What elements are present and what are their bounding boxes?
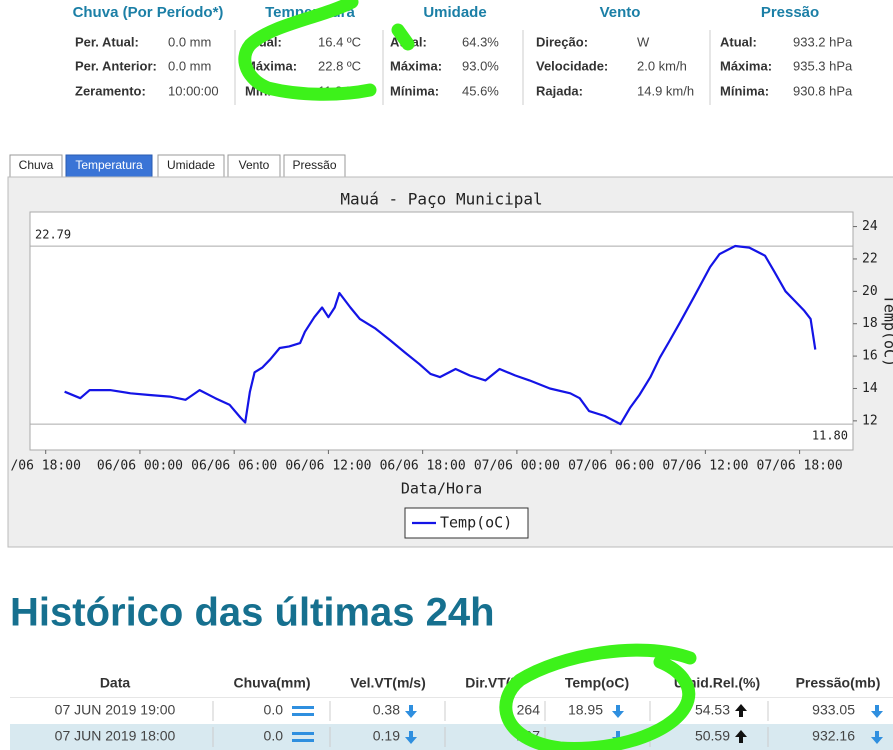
- table-cell: 07 JUN 2019 18:00: [55, 728, 176, 744]
- summary-label: Máxima:: [390, 58, 442, 73]
- y-tick-label: 14: [862, 381, 878, 396]
- summary-value: 935.3 hPa: [793, 58, 853, 73]
- x-tick-label: 06/06 12:00: [285, 459, 371, 474]
- summary-value: 45.6%: [462, 83, 499, 98]
- icon-down: [871, 705, 883, 718]
- summary-label: Velocidade:: [536, 58, 608, 73]
- chart-title: Mauá - Paço Municipal: [340, 190, 542, 209]
- column-header: Vel.VT(m/s): [350, 675, 425, 691]
- summary-value: 22.8 ºC: [318, 58, 361, 73]
- scribble: [391, 23, 415, 51]
- y-tick-label: 20: [862, 284, 878, 299]
- summary-label: Atual:: [720, 34, 757, 49]
- y-tick-label: 16: [862, 349, 878, 364]
- summary-value: 2.0 km/h: [637, 58, 687, 73]
- icon-up: [735, 730, 747, 743]
- summary-label: Mínima:: [390, 83, 439, 98]
- summary-label: Rajada:: [536, 83, 583, 98]
- table-cell: 932.16: [812, 728, 855, 744]
- summary-header: Pressão: [761, 4, 819, 21]
- table-cell: 07 JUN 2019 19:00: [55, 702, 176, 718]
- column-header: Temp(oC): [565, 675, 629, 691]
- x-tick-label: 07/06 00:00: [474, 459, 560, 474]
- summary-header: Chuva (Por Período*): [73, 4, 224, 21]
- table-cell: 0.0: [264, 728, 284, 744]
- icon-up: [735, 704, 747, 717]
- icon-down: [612, 705, 624, 718]
- table-cell: 18.95: [568, 702, 603, 718]
- summary-label: Máxima:: [720, 58, 772, 73]
- tab-label: Umidade: [167, 158, 215, 172]
- history-title: Histórico das últimas 24h: [10, 591, 495, 635]
- tab-label: Pressão: [292, 158, 336, 172]
- column-header: Data: [100, 675, 131, 691]
- tab-label: Chuva: [19, 158, 54, 172]
- y-tick-label: 22: [862, 251, 878, 266]
- icon-down: [871, 731, 883, 744]
- summary-label: Direção:: [536, 34, 588, 49]
- summary-value: 0.0 mm: [168, 58, 211, 73]
- table-cell: 0.19: [373, 728, 400, 744]
- tab-label: Temperatura: [75, 158, 143, 172]
- table-cell: 0.0: [264, 702, 284, 718]
- table-cell: 54.53: [695, 702, 730, 718]
- plot-area: [29, 211, 854, 451]
- series-line: [64, 244, 817, 426]
- summary-value: 64.3%: [462, 34, 499, 49]
- x-tick-label: 06/06 18:00: [380, 459, 466, 474]
- y-tick-label: 12: [862, 413, 878, 428]
- summary-value: 933.2 hPa: [793, 34, 853, 49]
- x-tick-label: /06 18:00: [10, 459, 80, 474]
- table-cell: 0.38: [373, 702, 400, 718]
- icon-equal: [292, 706, 314, 709]
- y-tick-label: 24: [862, 219, 878, 234]
- summary-value: 93.0%: [462, 58, 499, 73]
- scribble: [238, 0, 377, 101]
- summary-value: 16.4 ºC: [318, 34, 361, 49]
- y-tick-label: 18: [862, 316, 878, 331]
- summary-label: Zeramento:: [75, 83, 146, 98]
- reference-label: 11.80: [812, 429, 848, 443]
- column-header: Chuva(mm): [233, 675, 310, 691]
- summary-value: 930.8 hPa: [793, 83, 853, 98]
- icon-equal: [292, 713, 314, 716]
- table-cell: 50.59: [695, 728, 730, 744]
- tab-label: Vento: [239, 158, 270, 172]
- x-tick-label: 07/06 12:00: [662, 459, 748, 474]
- column-header: Pressão(mb): [796, 675, 881, 691]
- column-header: Umid.Rel.(%): [674, 675, 760, 691]
- table-cell: 933.05: [812, 702, 855, 718]
- summary-value: 0.0 mm: [168, 34, 211, 49]
- summary-label: Per. Atual:: [75, 34, 139, 49]
- table-cell: 264: [517, 702, 541, 718]
- scribble: [499, 643, 697, 750]
- legend-label: Temp(oC): [440, 514, 512, 532]
- x-tick-label: 06/06 00:00: [97, 459, 183, 474]
- icon-down: [612, 731, 624, 744]
- summary-label: Mínima:: [720, 83, 769, 98]
- summary-value: 10:00:00: [168, 83, 219, 98]
- icon-down: [405, 731, 417, 744]
- x-axis-label: Data/Hora: [401, 480, 482, 498]
- summary-label: Máxima:: [245, 58, 297, 73]
- x-tick-label: 07/06 18:00: [757, 459, 843, 474]
- reference-label: 22.79: [35, 228, 71, 242]
- x-tick-label: 06/06 06:00: [191, 459, 277, 474]
- summary-label: Per. Anterior:: [75, 58, 157, 73]
- x-tick-label: 07/06 06:00: [568, 459, 654, 474]
- summary-header: Umidade: [423, 4, 486, 21]
- summary-value: 14.9 km/h: [637, 83, 694, 98]
- icon-equal: [292, 732, 314, 735]
- y-axis-label: Temp(oC): [881, 295, 893, 367]
- summary-header: Vento: [600, 4, 641, 21]
- icon-down: [405, 705, 417, 718]
- summary-value: W: [637, 34, 650, 49]
- icon-equal: [292, 739, 314, 742]
